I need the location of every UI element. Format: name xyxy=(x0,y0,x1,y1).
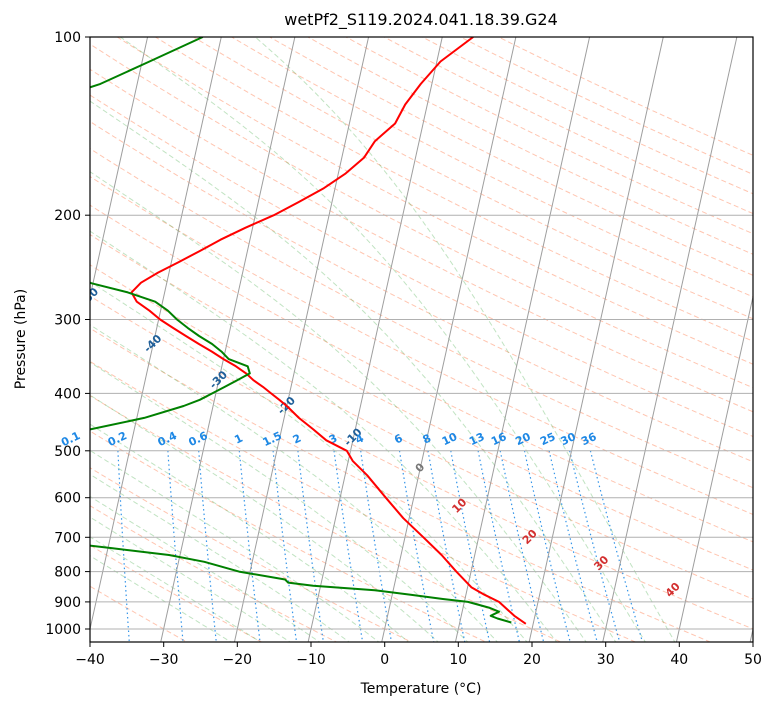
x-tick-label: −10 xyxy=(296,652,326,668)
moist-adiabat-line xyxy=(90,230,558,642)
mixing-ratio-line xyxy=(360,450,393,642)
dry-adiabat-line xyxy=(90,467,413,642)
isotherm-line xyxy=(0,24,3,644)
dry-adiabat-line xyxy=(459,37,753,175)
mixing-ratio-line xyxy=(71,451,79,644)
dry-adiabat-line xyxy=(90,43,753,389)
isotherm-label: -60 xyxy=(16,233,39,256)
y-axis-title: Pressure (hPa) xyxy=(13,289,29,389)
x-tick-label: 0 xyxy=(380,652,389,668)
plot-area xyxy=(90,37,753,642)
plot-frame xyxy=(89,36,754,643)
dry-adiabat-line xyxy=(306,37,753,255)
mixing-ratio-lines xyxy=(71,450,644,644)
x-tick-label: −30 xyxy=(149,652,179,668)
moist-adiabat-line xyxy=(90,449,380,642)
y-tick-label: 800 xyxy=(54,565,81,581)
isotherm-label: -50 xyxy=(78,285,101,308)
x-axis-title: Temperature (°C) xyxy=(360,681,482,697)
mixing-ratio-line xyxy=(569,450,621,642)
isotherm-line xyxy=(602,37,738,642)
dry-adiabat-line xyxy=(90,295,753,630)
y-tick-label: 900 xyxy=(54,595,81,611)
y-tick-label: 400 xyxy=(54,386,81,402)
chart-title: wetPf2_S119.2024.041.18.39.G24 xyxy=(284,10,558,30)
dry-adiabat-line xyxy=(230,37,753,298)
dry-adiabat-line xyxy=(90,204,753,543)
mixing-ratio-label: 16 xyxy=(489,430,509,448)
isotherm-line xyxy=(160,37,296,642)
dry-adiabat-line xyxy=(90,264,753,600)
y-tick-label: 300 xyxy=(54,313,81,329)
isotherm-line xyxy=(90,37,149,299)
isotherm-line xyxy=(454,37,591,642)
temperature-line xyxy=(130,37,527,625)
grid-lines xyxy=(0,24,753,644)
dry-adiabat-line xyxy=(90,395,562,642)
y-tick-label: 1000 xyxy=(45,622,81,638)
y-tick-label: 700 xyxy=(54,530,81,546)
mixing-ratio-label: 30 xyxy=(559,430,579,448)
mixing-ratio-label: 36 xyxy=(579,430,599,448)
dry-adiabat-line xyxy=(497,37,753,156)
dry-adiabat-line xyxy=(154,37,753,342)
mixing-ratio-line xyxy=(548,450,598,642)
x-tick-label: −40 xyxy=(75,652,105,668)
dry-adiabat-line xyxy=(383,37,753,215)
isotherm-line xyxy=(90,37,222,632)
isotherm-line xyxy=(0,24,77,644)
y-tick-label: 200 xyxy=(54,208,81,224)
x-tick-label: 30 xyxy=(597,652,615,668)
x-tick-label: 50 xyxy=(744,652,762,668)
isotherm-line xyxy=(675,294,753,642)
dry-adiabat-line xyxy=(90,94,753,438)
mixing-ratio-line xyxy=(499,450,545,642)
x-tick-label: −20 xyxy=(223,652,253,668)
mixing-ratio-line xyxy=(589,450,644,642)
x-axis-ticks: −40 −30 −20 −10 0 10 20 30 40 50 xyxy=(75,642,762,668)
x-tick-label: 10 xyxy=(449,652,467,668)
isotherm-line xyxy=(233,37,370,642)
dry-adiabat-line xyxy=(90,148,753,489)
isotherm-line xyxy=(528,37,664,642)
y-tick-label: 600 xyxy=(54,491,81,507)
x-tick-label: 40 xyxy=(670,652,688,668)
x-tick-label: 20 xyxy=(523,652,541,668)
isotherm-line xyxy=(307,37,443,642)
y-tick-label: 100 xyxy=(54,30,81,46)
y-axis-ticks: 100 200 300 400 500 600 700 800 900 1000 xyxy=(45,30,90,638)
mixing-ratio-line xyxy=(333,450,364,642)
plot-background xyxy=(90,37,753,642)
y-tick-label: 500 xyxy=(54,444,81,460)
mixing-ratio-label: 20 xyxy=(513,430,533,448)
mixing-ratio-label: 10 xyxy=(440,430,460,448)
mixing-ratio-line xyxy=(523,450,571,642)
mixing-ratio-label: 25 xyxy=(538,430,557,448)
dry-adiabat-line xyxy=(90,327,712,642)
profile-lines xyxy=(90,37,527,625)
isotherm-line xyxy=(381,37,517,642)
dry-adiabat-line xyxy=(90,430,488,642)
mixing-ratio-label: 13 xyxy=(467,430,486,448)
mixing-ratio-line xyxy=(398,450,435,642)
dry-adiabat-line xyxy=(90,68,753,413)
dry-adiabat-line xyxy=(90,120,753,463)
dewpoint-line xyxy=(90,37,512,624)
dry-adiabat-line xyxy=(90,360,637,642)
